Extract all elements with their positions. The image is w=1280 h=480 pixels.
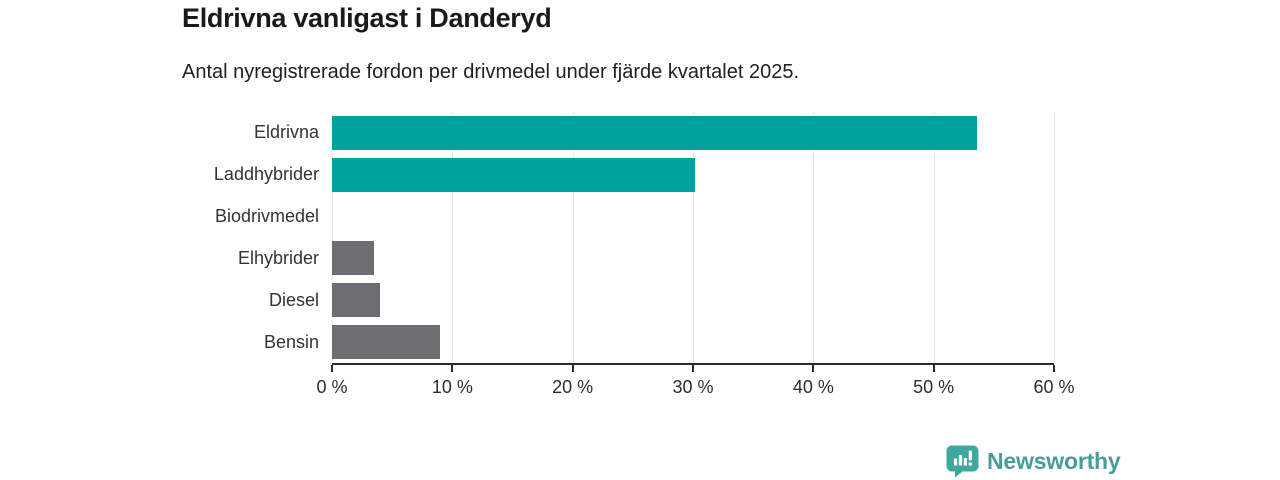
gridline [452, 112, 454, 363]
x-tick-label: 40 % [792, 377, 834, 397]
gridline [1054, 112, 1055, 363]
bar-diesel [332, 283, 381, 318]
newsworthy-logo: Newsworthy [946, 445, 1121, 478]
x-axis-tick [812, 365, 815, 372]
x-tick-label: 50 % [913, 377, 955, 397]
x-axis-tick [451, 365, 454, 372]
chart-subtitle: Antal nyregistrerade fordon per drivmede… [182, 61, 800, 83]
category-label: Elhybrider [237, 247, 319, 268]
category-label: Bensin [263, 331, 319, 352]
bar-bensin [332, 325, 441, 360]
x-axis-tick [1053, 365, 1055, 372]
category-label: Eldrivna [253, 122, 319, 143]
gridline [332, 112, 333, 363]
category-label: Biodrivmedel [214, 206, 319, 227]
newsworthy-logo-text: Newsworthy [987, 448, 1121, 474]
gridline [933, 112, 935, 363]
x-tick-label: 10 % [431, 377, 473, 397]
gridline [572, 112, 574, 363]
x-axis: 0 % 10 % 20 % 30 % 40 % 50 % 60 % [316, 363, 1075, 397]
x-axis-tick [932, 365, 935, 372]
gridline [693, 112, 694, 363]
x-tick-label: 0 % [316, 377, 348, 397]
x-tick-label: 30 % [672, 377, 714, 397]
bar-laddhybrider [332, 157, 696, 192]
x-tick-label: 60 % [1033, 377, 1075, 397]
chart-title: Eldrivna vanligast i Danderyd [182, 3, 552, 33]
category-label: Laddhybrider [213, 164, 319, 185]
bar-eldrivna [332, 115, 977, 150]
bar-chart-plot-area: Eldrivna Laddhybrider Biodrivmedel Elhybrid… [214, 112, 1055, 363]
category-label: Diesel [268, 289, 319, 310]
x-tick-label: 20 % [552, 377, 594, 397]
bar-elhybrider [332, 241, 375, 276]
gridline [813, 112, 815, 363]
x-axis-tick [571, 365, 574, 372]
x-axis-tick [692, 365, 694, 372]
x-axis-tick [331, 365, 333, 372]
newsworthy-logo-icon [946, 445, 979, 478]
